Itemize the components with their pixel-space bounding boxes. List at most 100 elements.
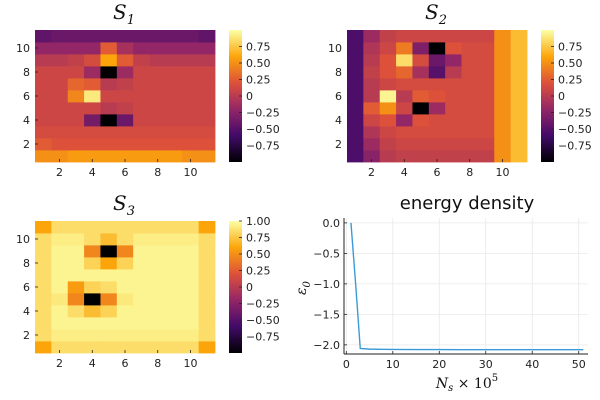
heatmap-cell — [461, 66, 479, 79]
heatmap-cell — [149, 150, 167, 163]
y-tick-label: 6 — [335, 90, 342, 103]
heatmap-cell — [51, 126, 69, 139]
heatmap-cell — [165, 66, 183, 79]
heatmap-cell — [445, 150, 462, 163]
heatmap-cell — [116, 221, 134, 234]
heatmap-cell — [363, 150, 381, 163]
heatmap-cell — [133, 150, 150, 163]
colorbar-tick-label: 0.25 — [246, 265, 271, 278]
heatmap-cell — [149, 317, 167, 330]
line-plot: 0 10 20 30 40 50 0.0 −0.5 −1.0 −1.5 −2.0 — [313, 217, 588, 371]
heatmap-cell — [100, 317, 118, 330]
heatmap-cell — [51, 245, 69, 258]
heatmap-cell — [182, 126, 200, 139]
heatmap-cell — [182, 269, 200, 282]
heatmap-cell — [182, 90, 200, 103]
heatmap-cell — [100, 138, 118, 151]
heatmap-cell — [67, 114, 85, 127]
heatmap-cell — [461, 42, 479, 55]
heatmap-cell — [445, 102, 462, 115]
heatmap-cell — [379, 90, 397, 103]
heatmap-cell — [428, 54, 446, 67]
heatmap-cell — [347, 90, 364, 103]
heatmap-cell — [35, 30, 52, 43]
heatmap-cell — [412, 30, 430, 43]
heatmap-cell — [67, 245, 85, 258]
y-tick-label: 4 — [335, 114, 342, 127]
heatmap-cell — [35, 78, 52, 91]
heatmap-cell — [67, 150, 85, 163]
heatmap-cell — [461, 30, 479, 43]
heatmap-cell — [445, 42, 462, 55]
heatmap-cell — [494, 138, 512, 151]
heatmap-cell — [67, 305, 85, 318]
heatmap-cell — [198, 114, 216, 127]
heatmap-cell — [165, 281, 183, 294]
heatmap-cell — [412, 54, 430, 67]
heatmap-cell — [67, 66, 85, 79]
heatmap-cell — [84, 293, 101, 306]
heatmap-cell — [67, 221, 85, 234]
panel-title-s1: S1 — [113, 0, 135, 28]
heatmap-cell — [428, 66, 446, 79]
heatmap-cell — [198, 269, 216, 282]
y-tick-label: 4 — [23, 305, 30, 318]
heatmap-cell — [412, 66, 430, 79]
heatmap-cell — [116, 102, 134, 115]
colorbar-tick-label: 0.50 — [246, 57, 271, 70]
heatmap-cell — [84, 269, 101, 282]
heatmap-cell — [363, 114, 381, 127]
heatmap-cell — [51, 317, 69, 330]
heatmap-cell — [149, 78, 167, 91]
heatmap-cell — [182, 66, 200, 79]
colorbar-tick-label: 0 — [246, 90, 253, 103]
heatmap-cell — [510, 138, 528, 151]
heatmap-cell — [51, 305, 69, 318]
colorbar-gradient — [541, 30, 554, 162]
heatmap-cell — [198, 245, 216, 258]
heatmap-cell — [182, 257, 200, 270]
heatmap-cell — [510, 126, 528, 139]
x-tick-label: 10 — [495, 166, 509, 179]
heatmap-cell — [165, 305, 183, 318]
heatmap-cell — [347, 126, 364, 139]
heatmap-cell — [35, 126, 52, 139]
heatmap-cell — [198, 305, 216, 318]
x-tick-label: 4 — [401, 166, 408, 179]
heatmap-cell — [116, 126, 134, 139]
heatmap-cell — [133, 42, 150, 55]
heatmap-cell — [494, 90, 512, 103]
heatmap-cell — [510, 30, 528, 43]
heatmap-cell — [149, 114, 167, 127]
heatmap-cell — [165, 30, 183, 43]
heatmap-cell — [363, 126, 381, 139]
heatmap-cell — [379, 66, 397, 79]
heatmap-cell — [116, 341, 134, 354]
heatmap-cell — [84, 126, 101, 139]
heatmap-cell — [379, 78, 397, 91]
heatmap-cell — [133, 317, 150, 330]
heatmap-cell — [198, 102, 216, 115]
heatmap-cell — [51, 78, 69, 91]
heatmap-cell — [477, 150, 495, 163]
heatmap-cell — [494, 42, 512, 55]
heatmap-cell — [445, 126, 462, 139]
heatmap-cell — [84, 329, 101, 342]
heatmap-cell — [428, 102, 446, 115]
heatmap-cell — [198, 281, 216, 294]
heatmap-cell — [494, 150, 512, 163]
heatmap-cell — [198, 126, 216, 139]
heatmap-cell — [116, 245, 134, 258]
heatmap-cell — [67, 257, 85, 270]
colorbar-tick-label: 0.75 — [246, 232, 271, 245]
heatmap-cell — [510, 114, 528, 127]
heatmap-cell — [379, 114, 397, 127]
heatmap-cell — [182, 221, 200, 234]
heatmap-cell — [133, 293, 150, 306]
colorbar: 1.00 0.75 0.50 0.25 0 −0.25 −0.50 −0.75 — [229, 215, 280, 353]
heatmap-cell — [445, 114, 462, 127]
heatmap-cell — [84, 317, 101, 330]
y-tick-label: 10 — [16, 42, 30, 55]
heatmap-cell — [494, 30, 512, 43]
heatmap-cell — [35, 54, 52, 67]
